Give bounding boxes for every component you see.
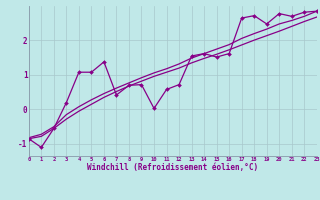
X-axis label: Windchill (Refroidissement éolien,°C): Windchill (Refroidissement éolien,°C) (87, 163, 258, 172)
